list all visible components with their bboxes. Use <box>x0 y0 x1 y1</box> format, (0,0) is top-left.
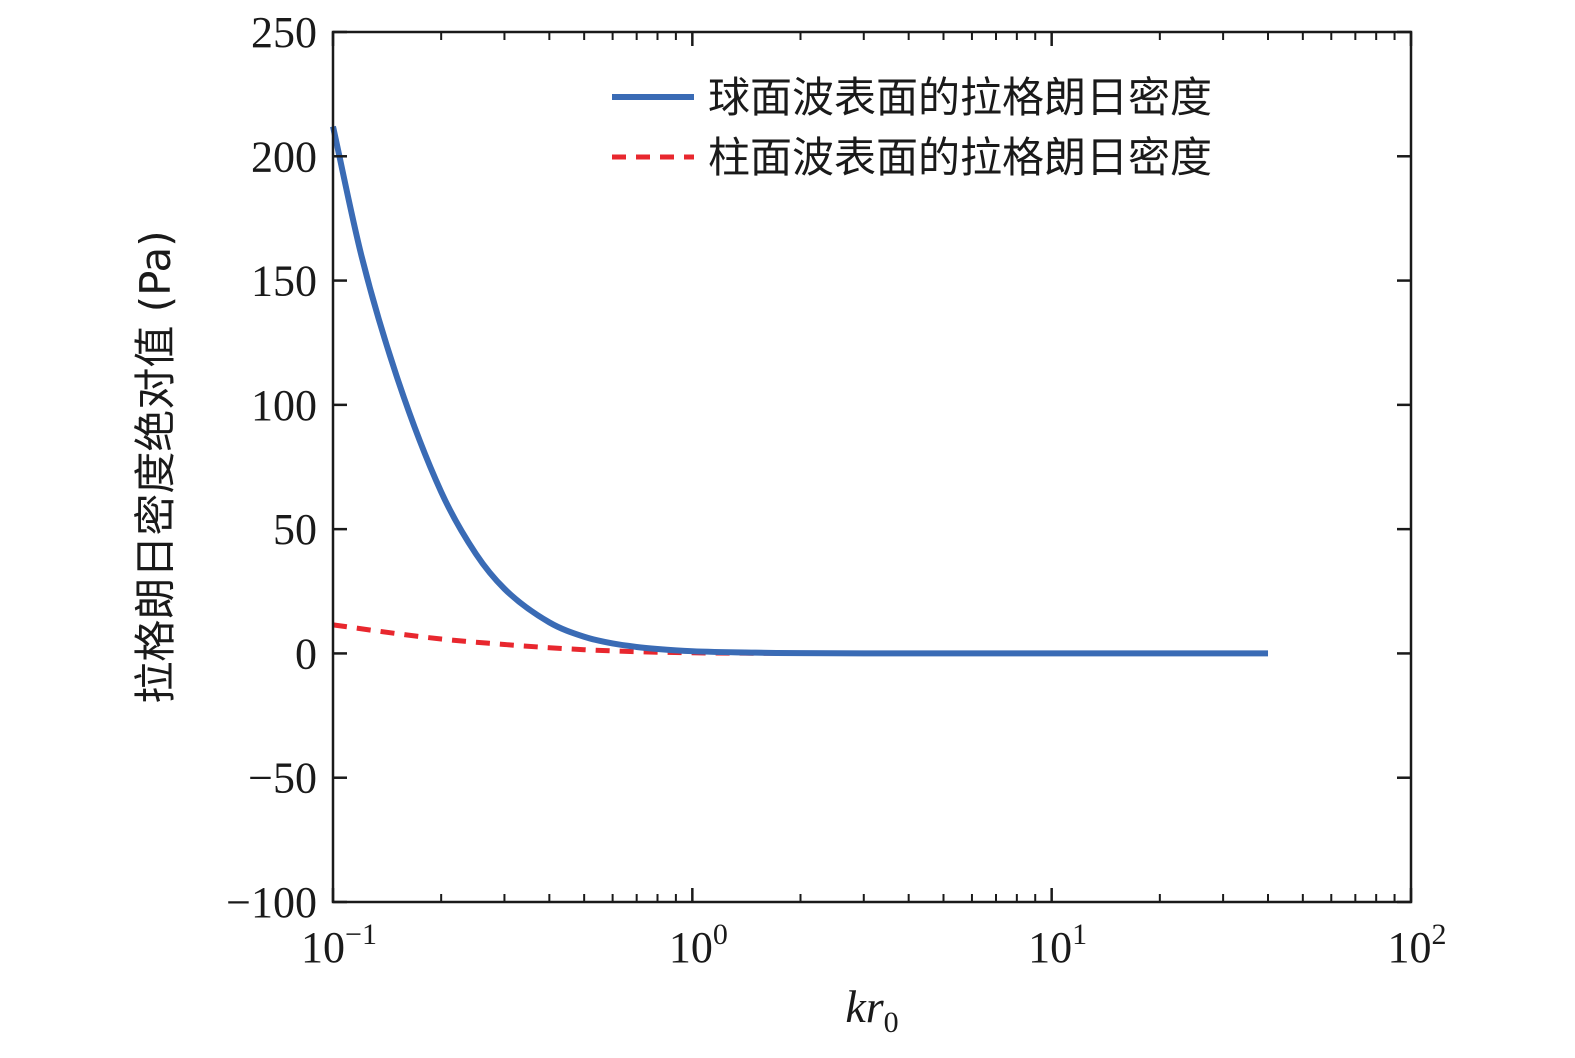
x-tick-base: 10 <box>1388 923 1432 972</box>
x-tick-base: 10 <box>669 923 713 972</box>
y-tick-label: −100 <box>226 878 317 927</box>
x-tick-label: 100 <box>669 918 728 972</box>
y-tick-label: 200 <box>251 132 317 181</box>
x-tick-base: 10 <box>1028 923 1072 972</box>
y-tick-label: 0 <box>295 629 317 678</box>
legend-label-1: 球面波表面的拉格朗日密度 <box>708 73 1212 122</box>
x-tick-exponent: −1 <box>345 918 377 951</box>
x-axis-label-main: kr <box>845 981 884 1032</box>
y-axis: 250 200 150 100 50 0 −50 −100 <box>226 8 1411 927</box>
y-tick-label: 100 <box>251 381 317 430</box>
y-axis-label: 拉格朗日密度绝对值 (Pa) <box>131 230 180 703</box>
x-tick-exponent: 1 <box>1072 918 1087 951</box>
x-axis-label: kr0 <box>845 981 898 1039</box>
x-tick-label: 10−1 <box>301 918 377 972</box>
legend-label-2: 柱面波表面的拉格朗日密度 <box>708 133 1212 182</box>
series-layer <box>330 125 1269 657</box>
x-tick-exponent: 2 <box>1432 918 1447 951</box>
y-tick-label: 250 <box>251 8 317 57</box>
x-tick-label: 102 <box>1388 918 1447 972</box>
plot-frame <box>331 30 1413 904</box>
x-tick-label: 101 <box>1028 918 1087 972</box>
series-line-1 <box>330 125 1269 657</box>
x-tick-exponent: 0 <box>713 918 728 951</box>
y-tick-label: 150 <box>251 257 317 306</box>
y-tick-label: 50 <box>273 505 317 554</box>
x-tick-base: 10 <box>301 923 345 972</box>
y-tick-label: −50 <box>248 754 317 803</box>
series-line-2 <box>332 622 1269 656</box>
x-axis-label-subscript: 0 <box>884 1006 899 1039</box>
x-axis: 10−1 100 101 102 <box>301 32 1447 972</box>
